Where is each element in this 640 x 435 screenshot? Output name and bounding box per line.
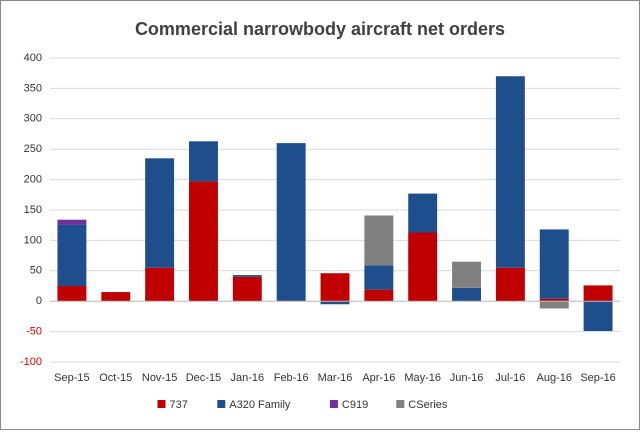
bar-segment bbox=[145, 267, 175, 302]
bar-segment bbox=[495, 76, 525, 268]
y-tick-label: 250 bbox=[24, 143, 42, 155]
x-tick-label: Nov-15 bbox=[142, 372, 177, 384]
x-tick-label: Mar-16 bbox=[318, 372, 353, 384]
bar-segment bbox=[232, 276, 262, 302]
legend-label: CSeries bbox=[408, 399, 448, 411]
y-tick-label: 350 bbox=[24, 82, 42, 94]
bar-segment bbox=[232, 275, 262, 277]
bar-segment bbox=[188, 141, 218, 182]
bar-segment bbox=[364, 265, 394, 290]
y-tick-label: 200 bbox=[24, 174, 42, 186]
bar-segment bbox=[57, 224, 87, 286]
x-tick-label: Oct-15 bbox=[99, 372, 132, 384]
y-tick-label: -100 bbox=[20, 356, 42, 368]
x-tick-label: May-16 bbox=[404, 372, 441, 384]
x-tick-label: Aug-16 bbox=[536, 372, 571, 384]
bar-segment bbox=[495, 267, 525, 302]
bar-segment bbox=[364, 215, 394, 266]
legend-swatch bbox=[396, 400, 405, 408]
x-tick-label: Feb-16 bbox=[274, 372, 309, 384]
chart-title: Commercial narrowbody aircraft net order… bbox=[135, 19, 505, 39]
legend-label: C919 bbox=[342, 399, 368, 411]
bar-segment bbox=[364, 289, 394, 302]
bar-segment bbox=[539, 301, 569, 309]
bar-segment bbox=[539, 298, 569, 302]
legend-label: A320 Family bbox=[229, 399, 291, 411]
bar-segment bbox=[408, 193, 438, 233]
bar-segment bbox=[188, 181, 218, 302]
bar-segment bbox=[408, 232, 438, 302]
legend-label: 737 bbox=[170, 399, 188, 411]
bar-segment bbox=[320, 273, 350, 302]
bar-segment bbox=[583, 285, 613, 302]
bar-segment bbox=[145, 158, 175, 268]
x-tick-label: Apr-16 bbox=[362, 372, 395, 384]
bar-segment bbox=[320, 301, 350, 305]
x-tick-label: Jul-16 bbox=[495, 372, 525, 384]
y-tick-label: 0 bbox=[36, 295, 42, 307]
bar-segment bbox=[452, 287, 482, 302]
y-tick-label: 150 bbox=[24, 204, 42, 216]
x-tick-label: Sep-15 bbox=[54, 372, 89, 384]
y-tick-label: 50 bbox=[30, 265, 42, 277]
y-tick-label: -50 bbox=[26, 326, 42, 338]
y-tick-label: 400 bbox=[24, 52, 42, 64]
bar-segment bbox=[452, 261, 482, 288]
x-tick-label: Jun-16 bbox=[450, 372, 484, 384]
bar-segment bbox=[57, 219, 87, 225]
x-tick-label: Sep-16 bbox=[580, 372, 615, 384]
legend-swatch bbox=[329, 400, 338, 408]
legend-swatch bbox=[157, 400, 166, 408]
x-tick-label: Jan-16 bbox=[230, 372, 264, 384]
legend-swatch bbox=[217, 400, 226, 408]
y-tick-label: 300 bbox=[24, 113, 42, 125]
y-tick-label: 100 bbox=[24, 234, 42, 246]
bar-segment bbox=[539, 229, 569, 299]
bar-segment bbox=[276, 143, 306, 302]
x-tick-label: Dec-15 bbox=[186, 372, 221, 384]
bar-segment bbox=[101, 292, 131, 302]
bar-segment bbox=[57, 286, 87, 302]
bar-segment bbox=[583, 301, 613, 331]
